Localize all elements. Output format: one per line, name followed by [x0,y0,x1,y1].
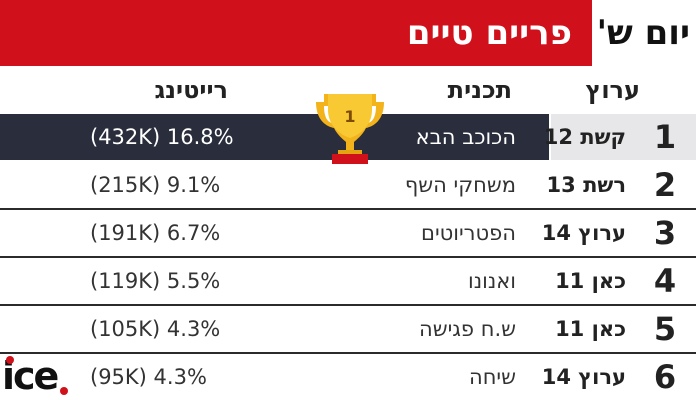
column-header-program: תכנית [447,76,512,104]
rating-value: (119K) 5.5% [90,269,221,293]
title-banner: פריים טיים [0,0,592,66]
rating-value: (432K) 16.8% [90,125,234,149]
program-name: משחקי השף [404,173,516,197]
program-name: הכוכב הבא [415,125,516,149]
rank-number: 1 [653,118,677,156]
row-divider [0,208,696,210]
channel-name: כאן 11 [555,317,626,341]
logo-dot [6,356,14,364]
rating-value: (215K) 9.1% [90,173,221,197]
logo-period [60,387,68,395]
table-row: 1 קשת 12 הכוכב הבא (432K) 16.8% [0,114,696,160]
trophy-label: 1 [344,107,355,126]
rating-value: (105K) 4.3% [90,317,221,341]
program-name: ש.ח פגישה [418,317,516,341]
rating-value: (191K) 6.7% [90,221,221,245]
rating-value: (95K) 4.3% [90,365,207,389]
row-divider [0,304,696,306]
program-name: ואנונו [467,269,516,293]
channel-name: קשת 12 [543,125,626,149]
rank-number: 6 [653,358,677,396]
channel-name: ערוץ 14 [541,221,626,245]
channel-name: רשת 13 [546,173,626,197]
program-name: הפטריוטים [421,221,516,245]
row-divider [0,256,696,258]
column-header-rating: רייטינג [154,76,228,104]
program-name: שיחה [468,365,516,389]
row-highlight [0,114,549,160]
ice-logo: ice [2,354,72,398]
table-row: 4 כאן 11 ואנונו (119K) 5.5% [0,258,696,306]
table-row: 3 ערוץ 14 הפטריוטים (191K) 6.7% [0,210,696,258]
row-divider [0,352,696,354]
channel-name: ערוץ 14 [541,365,626,389]
table-row: 2 רשת 13 משחקי השף (215K) 9.1% [0,162,696,210]
table-row: 5 כאן 11 ש.ח פגישה (105K) 4.3% [0,306,696,354]
rank-number: 5 [653,310,677,348]
trophy-icon: 1 [316,94,384,164]
rank-number: 3 [653,214,677,252]
page-title: פריים טיים [406,13,572,53]
row-rank-cell [551,114,696,160]
rank-number: 4 [653,262,677,300]
day-banner: יום ש' [592,0,696,66]
table-row: 6 ערוץ 14 שיחה (95K) 4.3% [0,354,696,400]
channel-name: כאן 11 [555,269,626,293]
rank-number: 2 [653,166,677,204]
column-header-channel: ערוץ [585,76,640,104]
day-label: יום ש' [596,13,690,53]
